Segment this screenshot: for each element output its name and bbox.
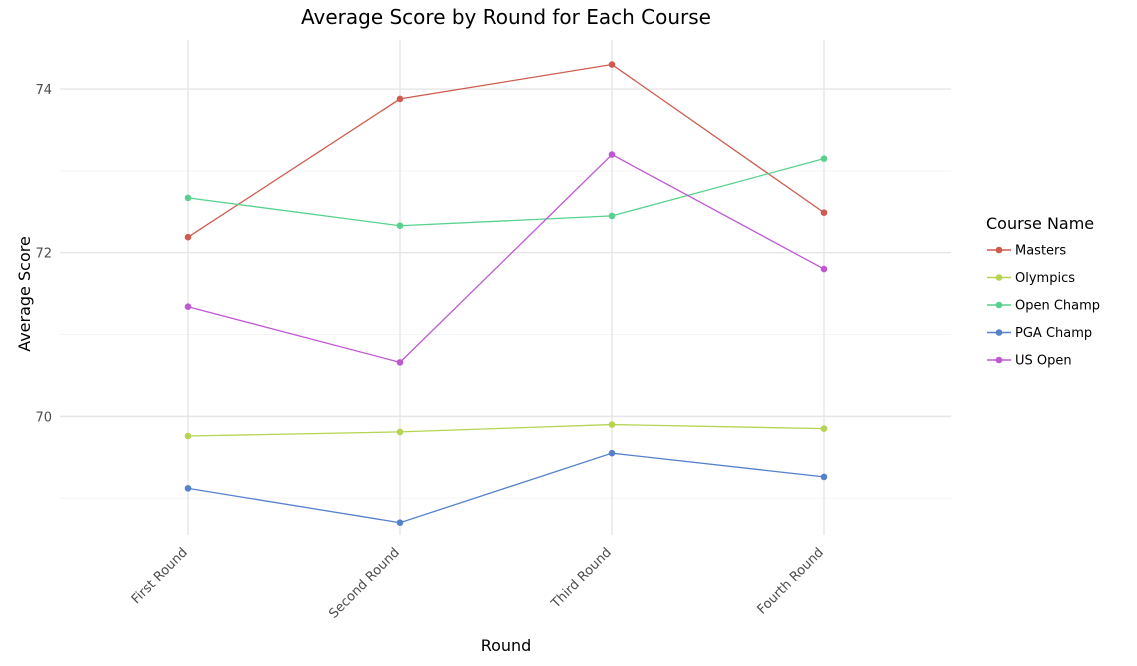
data-point (820, 425, 828, 432)
legend-swatch-point (995, 329, 1003, 336)
y-axis-ticks: 70 72 74 (35, 83, 52, 425)
data-point (184, 485, 192, 492)
legend-item: Olympics (987, 271, 1075, 286)
data-point (396, 222, 404, 230)
legend-swatch-point (995, 246, 1003, 254)
data-point (608, 449, 616, 457)
legend-swatch-point (995, 356, 1003, 364)
legend-swatch-point (995, 301, 1003, 309)
series-open-champ (184, 155, 828, 230)
series-pga-champ (184, 449, 828, 527)
y-axis-title: Average Score (15, 236, 34, 352)
legend-title: Course Name (986, 214, 1094, 233)
legend-item: PGA Champ (987, 326, 1092, 341)
data-point (184, 303, 192, 311)
series-us-open (184, 151, 828, 366)
series-line (187, 158, 825, 227)
x-axis-title: Round (481, 636, 532, 655)
data-point (608, 61, 616, 68)
legend-swatch-point (995, 274, 1003, 281)
legend-label: Open Champ (1015, 299, 1100, 314)
data-point (184, 432, 192, 440)
series-olympics (184, 421, 828, 440)
legend: Course Name Masters Olympics Open Champ PGA… (986, 214, 1100, 369)
series-masters (184, 61, 828, 241)
data-point (184, 194, 192, 202)
data-point (820, 473, 828, 481)
x-axis-ticks: First Round Second Round Third Round Fourth… (129, 545, 827, 621)
series-line (187, 452, 825, 524)
data-point (396, 359, 404, 366)
series-line (187, 153, 825, 364)
legend-label: Olympics (1015, 271, 1075, 286)
data-point (820, 155, 828, 162)
legend-item: US Open (987, 354, 1072, 369)
data-point (608, 421, 616, 428)
data-point (608, 212, 616, 220)
series-lines (184, 61, 828, 527)
data-point (820, 265, 828, 273)
data-point (396, 428, 404, 436)
y-tick-label: 74 (35, 83, 52, 98)
legend-item: Open Champ (987, 299, 1100, 314)
data-point (184, 233, 192, 241)
series-line (187, 63, 825, 238)
legend-label: PGA Champ (1015, 326, 1092, 341)
legend-label: US Open (1015, 354, 1072, 369)
x-tick-label: First Round (129, 545, 191, 607)
data-point (396, 519, 404, 527)
grid-lines (60, 40, 951, 535)
y-tick-label: 70 (35, 410, 52, 425)
legend-items: Masters Olympics Open Champ PGA Champ US Ope… (987, 244, 1100, 369)
x-tick-label: Fourth Round (755, 545, 827, 617)
chart-title: Average Score by Round for Each Course (301, 5, 711, 29)
data-point (820, 209, 828, 216)
y-tick-label: 72 (35, 247, 52, 262)
data-point (396, 95, 404, 103)
x-tick-label: Third Round (548, 545, 615, 612)
legend-item: Masters (987, 244, 1066, 259)
x-tick-label: Second Round (326, 545, 402, 621)
series-line (187, 423, 825, 437)
data-point (608, 151, 616, 158)
legend-label: Masters (1015, 244, 1066, 259)
